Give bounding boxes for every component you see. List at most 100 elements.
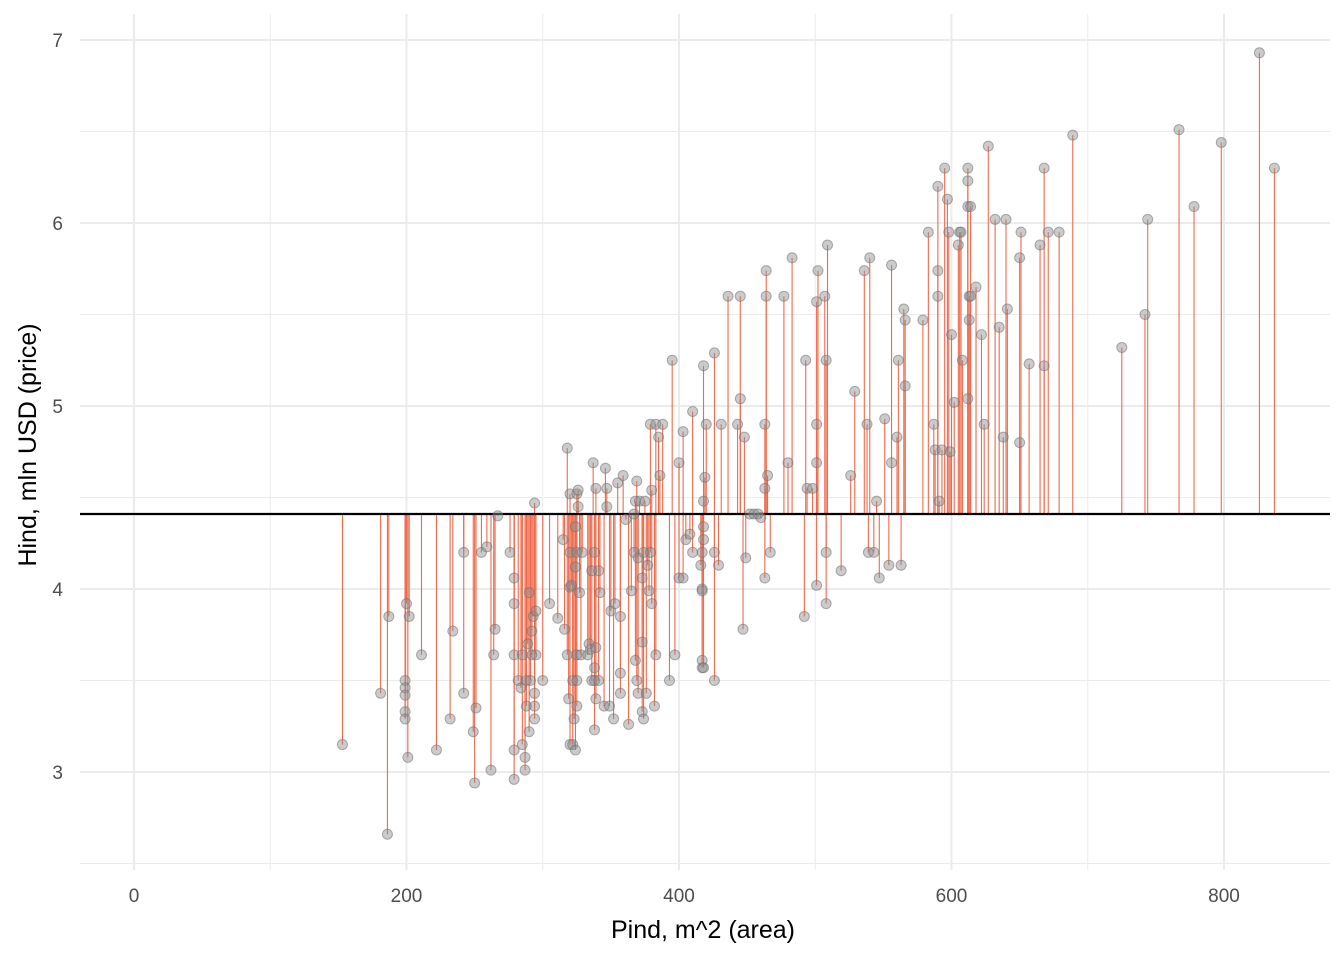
y-axis-title: Hind, mln USD (price) [14, 323, 42, 566]
data-point [1215, 136, 1227, 148]
x-tick-label: 200 [391, 886, 423, 907]
data-point [698, 495, 710, 507]
data-point [604, 700, 616, 712]
data-point [1034, 239, 1046, 251]
data-point [778, 290, 790, 302]
data-point [807, 482, 819, 494]
data-point [653, 431, 665, 443]
y-tick-label: 7 [52, 31, 63, 52]
data-point [962, 201, 974, 213]
data-point [899, 314, 911, 326]
data-point [447, 625, 459, 637]
data-point [569, 521, 581, 533]
data-point [698, 534, 710, 546]
data-point [952, 239, 964, 251]
data-point [1173, 124, 1185, 136]
data-point [811, 418, 823, 430]
data-point [669, 649, 681, 661]
data-points [336, 47, 1280, 840]
data-point [698, 662, 710, 674]
data-point [375, 687, 387, 699]
data-point [601, 482, 613, 494]
data-point [569, 744, 581, 756]
data-point [537, 675, 549, 686]
data-point [759, 572, 771, 584]
data-point [567, 675, 579, 686]
data-point [544, 598, 556, 610]
data-point [1042, 226, 1054, 238]
data-point [402, 751, 414, 763]
data-point [1038, 360, 1050, 372]
data-point [861, 418, 873, 430]
data-point [895, 559, 907, 571]
data-point [576, 546, 588, 558]
data-point [623, 718, 635, 730]
x-tick-label: 800 [1208, 886, 1240, 907]
data-point [932, 290, 944, 302]
data-point [695, 559, 707, 571]
data-point [644, 546, 656, 558]
data-point [673, 457, 685, 469]
data-point [722, 290, 734, 302]
data-point [590, 693, 602, 705]
data-point [715, 418, 727, 430]
data-point [892, 354, 904, 366]
data-point [713, 559, 725, 571]
data-point [760, 290, 772, 302]
data-point [415, 649, 427, 661]
data-point [786, 252, 798, 264]
data-point [1142, 213, 1154, 225]
data-point [572, 501, 584, 513]
data-point [519, 751, 531, 763]
data-point [680, 534, 692, 546]
data-point [965, 290, 977, 302]
data-point [879, 413, 891, 425]
data-point [403, 610, 415, 622]
data-point [515, 682, 527, 694]
data-point [467, 726, 479, 738]
data-point [508, 744, 520, 756]
data-point [383, 610, 395, 622]
data-point [963, 314, 975, 326]
data-point [1188, 201, 1200, 213]
data-point [699, 471, 711, 483]
data-point [614, 610, 626, 622]
data-point [696, 585, 708, 597]
data-point [524, 675, 536, 686]
data-point [982, 140, 994, 152]
data-point [523, 587, 535, 599]
data-point [631, 675, 643, 686]
data-point [458, 546, 470, 558]
data-point [759, 482, 771, 494]
data-point [520, 675, 532, 686]
data-point [399, 689, 411, 701]
data-point [593, 675, 605, 686]
data-point [529, 497, 541, 509]
data-point [401, 598, 412, 610]
data-point [970, 281, 982, 293]
data-point [399, 713, 411, 725]
data-point [811, 296, 823, 308]
y-tick-label: 3 [52, 763, 63, 784]
data-point [811, 579, 823, 591]
data-point [571, 649, 583, 661]
data-point [1253, 47, 1265, 59]
data-point [939, 162, 951, 174]
x-tick-label: 600 [936, 886, 968, 907]
data-point [614, 667, 626, 679]
data-point [608, 713, 620, 725]
data-point [571, 700, 583, 712]
data-point [574, 587, 586, 599]
data-point [956, 354, 968, 366]
data-point [891, 431, 903, 443]
data-point [590, 482, 602, 494]
data-point [764, 546, 776, 558]
data-point [948, 396, 960, 408]
data-point [932, 180, 944, 192]
y-tick-labels: 3 4 5 6 7 [52, 31, 63, 784]
data-point [932, 265, 944, 277]
data-point [589, 662, 601, 674]
x-tick-labels: 0 200 400 600 800 [129, 886, 1240, 907]
data-point [557, 534, 569, 546]
data-point [943, 226, 955, 238]
